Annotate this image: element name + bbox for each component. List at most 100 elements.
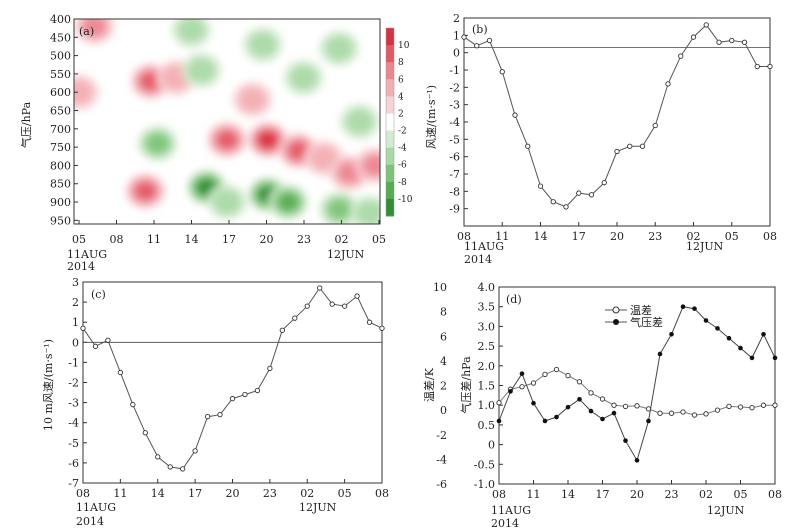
colorbar-cell-7 (386, 147, 394, 166)
plotB-point-16 (665, 81, 671, 87)
plotD-ytick-right-label-2: 3.0 (478, 320, 496, 333)
plotB-ytick-label-6: -4 (449, 116, 460, 129)
plotB-ytick-label-1: 1 (453, 29, 460, 42)
plotB-point-17 (678, 53, 684, 59)
contour-blob-8-5 (198, 180, 216, 195)
xtick-label-a-4: 17 (222, 233, 236, 246)
plotD-pressure-diff-point-22 (749, 355, 755, 361)
contour-blob-9-4 (217, 131, 237, 149)
plotD-xtick-label-8: 08 (768, 488, 782, 501)
plotD-temp-diff-point-21 (737, 404, 744, 410)
plotD-pressure-diff-point-21 (738, 345, 743, 351)
plotD-temp-diff-point-14 (657, 410, 663, 416)
plotC-xtick-label-3: 17 (188, 487, 202, 500)
colorbar-cell-8 (386, 164, 394, 183)
plotC-ytick-label-6: -3 (68, 397, 79, 410)
plotD-ytick-left-label-7: -4 (436, 453, 447, 466)
plotC-point-19 (317, 285, 323, 291)
contour-blob-16-4 (288, 142, 308, 160)
plotC-point-16 (279, 327, 285, 333)
plotD-ytick-right-label-0: 4.0 (478, 281, 496, 294)
plotB-point-13 (627, 143, 633, 149)
plotD-ytick-right-label-10: -1.0 (474, 478, 495, 491)
legend-item-pressure-diff: 气压差 (630, 315, 663, 329)
plotB-point-5 (525, 143, 531, 149)
panel-b-tag: (b) (472, 23, 488, 36)
plotD-pressure-diff-line (498, 306, 776, 462)
contour-blob-21-3 (328, 199, 351, 220)
plotB-point-1 (474, 43, 480, 49)
ytick-label-a-1: 450 (50, 31, 71, 44)
plotB-point-24 (767, 63, 773, 70)
contour-blob-15-4 (278, 193, 298, 211)
colorbar-cell-4 (386, 96, 394, 114)
plotC-ytick-label-0: 3 (72, 276, 79, 289)
plotD-xtick-label-1: 11 (527, 488, 541, 501)
colorbar-label-3: 4 (398, 92, 404, 102)
plotC-point-11 (217, 412, 223, 418)
plotB-point-23 (754, 63, 760, 70)
plotD-pressure-diff-point-4 (542, 418, 548, 424)
ytick-label-a-8: 800 (50, 159, 71, 172)
legend: 温差 气压差 (605, 303, 663, 329)
plotD-temp-diff-point-8 (588, 390, 594, 396)
plotD-xtick-label-4: 20 (630, 488, 644, 501)
plotD-ytick-left-label-5: 0 (440, 404, 447, 417)
colorbar-cell-10 (386, 198, 394, 217)
colorbar-cell-2 (386, 62, 394, 80)
panel-c-date-end: 12JUN (299, 501, 337, 514)
plotC-point-5 (142, 430, 148, 436)
plotD-ytick-right-label-5: 1.5 (478, 380, 496, 393)
contour-blob-3-3 (146, 133, 169, 154)
plotC-point-12 (229, 395, 236, 402)
colorbar: 10 8 6 4 2 -2 -4 -6 -8 -10 (385, 27, 413, 217)
contour-blob-18-2 (310, 145, 338, 171)
plotB-ytick-label-0: 2 (453, 12, 460, 25)
colorbar-label-0: 10 (398, 41, 410, 51)
plotD-temp-diff-point-19 (714, 407, 721, 413)
plotB-point-15 (652, 122, 658, 129)
ytick-label-a-6: 700 (50, 123, 71, 136)
plotB-ytick-label-5: -3 (449, 99, 460, 112)
plotD-temp-diff-point-22 (749, 405, 755, 411)
panel-c-ylabel: 10 m风速/(m·s⁻¹) (42, 339, 55, 431)
ytick-label-a-2: 500 (50, 50, 71, 63)
colorbar-label-2: 6 (398, 75, 404, 85)
plotD-temp-diff-point-6 (565, 372, 571, 379)
panel-b-ylabel: 风速/(m·s⁻¹) (425, 85, 438, 149)
plotD-temp-diff-point-3 (530, 380, 537, 386)
plotD-temp-diff-point-16 (680, 409, 686, 415)
contour-blob-6-2 (177, 19, 206, 43)
plotB-point-2 (486, 37, 493, 44)
plotC-frame (82, 281, 383, 484)
plotD-ytick-left-label-4: 2 (440, 380, 447, 393)
colorbar-cell-9 (386, 181, 394, 200)
plotC-point-7 (167, 464, 173, 470)
contour-blob-24-3 (363, 155, 380, 176)
plotB-point-14 (639, 143, 646, 149)
plotC-point-18 (304, 303, 310, 309)
plotB-ytick-label-11: -9 (449, 203, 460, 216)
plotD-ytick-right-label-9: -0.5 (474, 458, 495, 471)
plotC-point-9 (192, 448, 198, 454)
plotB-point-0 (461, 34, 467, 40)
plotD-pressure-diff-point-11 (623, 438, 628, 443)
plotD-xtick-label-3: 17 (596, 488, 610, 501)
plotC-point-22 (354, 293, 360, 299)
plotB-point-22 (741, 39, 748, 45)
panel-d-line: 1086420-2-4-64.03.53.02.52.01.51.00.50-0… (422, 281, 782, 530)
xtick-label-a-7: 02 (335, 233, 349, 246)
plotD-pressure-diff-point-2 (519, 371, 525, 376)
plotD-pressure-diff-point-15 (669, 331, 674, 337)
panel-b-line: 210-1-2-3-4-5-6-7-8-908 11 14 17 20 23 02 05 08 … (425, 12, 777, 266)
plotD-temp-diff-point-2 (519, 384, 525, 390)
plotB-xtick-label-2: 14 (534, 230, 548, 243)
plotD-ytick-right-label-3: 2.5 (478, 340, 496, 353)
plotD-temp-diff-point-12 (634, 403, 640, 409)
plotD-ytick-left-label-6: -2 (436, 429, 447, 442)
colorbar-cell-5 (386, 113, 394, 132)
contour-blob-10-2 (213, 189, 241, 215)
panel-d-ylabel-left: 温差/K (422, 367, 436, 402)
colorbar-label-9: -10 (398, 195, 413, 205)
